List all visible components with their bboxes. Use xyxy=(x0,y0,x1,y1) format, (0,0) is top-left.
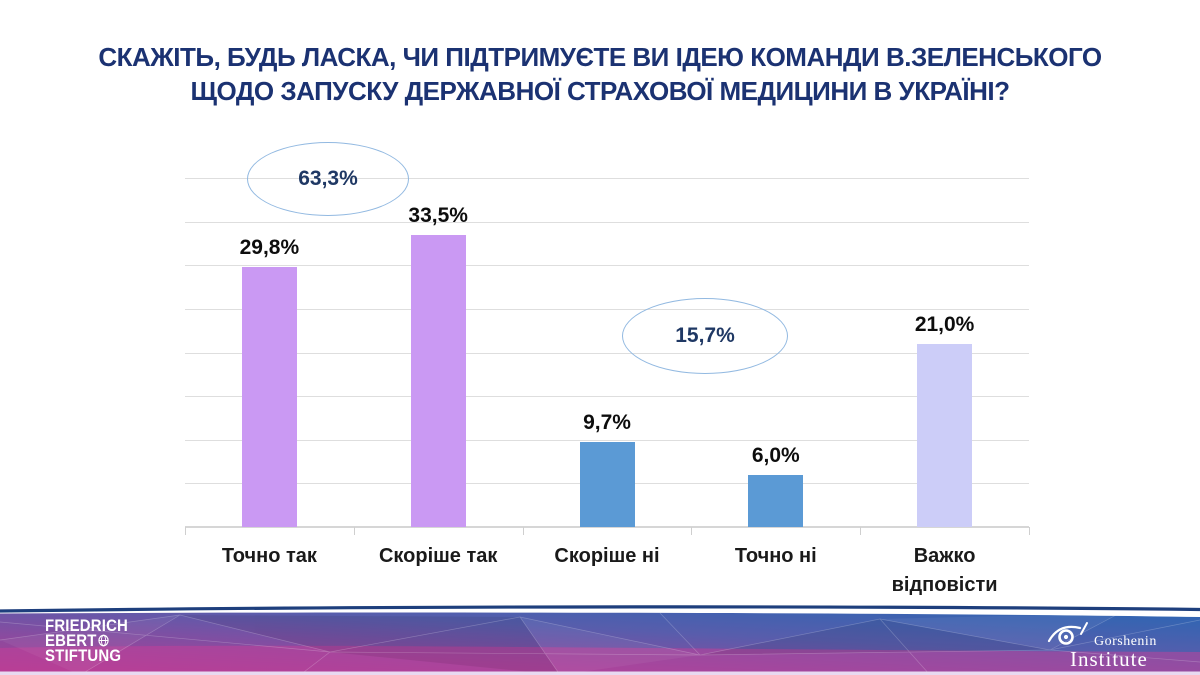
gridline xyxy=(185,265,1029,267)
x-axis-tick xyxy=(353,527,355,535)
x-axis-tick xyxy=(691,527,693,535)
gorshenin-logo-name: Gorshenin xyxy=(1094,634,1157,649)
bar-4 xyxy=(748,474,804,527)
gorshenin-institute-logo: Gorshenin Institute xyxy=(1046,618,1176,671)
category-label: Точно ні xyxy=(734,545,817,567)
bar-value-label: 21,0% xyxy=(914,312,975,336)
chart-title: СКАЖІТЬ, БУДЬ ЛАСКА, ЧИ ПІДТРИМУЄТЕ ВИ І… xyxy=(40,40,1160,109)
category-label: Скоріше ні xyxy=(554,545,660,567)
gorshenin-eye-icon xyxy=(1047,622,1088,645)
annotation-text: 63,3% xyxy=(298,167,358,190)
gorshenin-logo-subtitle: Institute xyxy=(1070,647,1148,671)
gridline xyxy=(185,178,1029,179)
x-axis-tick xyxy=(185,527,186,535)
fes-logo-text-ebert: EBERT xyxy=(45,631,97,650)
bar-1 xyxy=(241,266,297,527)
annotation-ellipse: 15,7% xyxy=(622,298,788,374)
category-label: Важко відповісти xyxy=(891,545,998,596)
gridline xyxy=(185,352,1029,354)
annotation-ellipse: 63,3% xyxy=(247,142,409,216)
category-label: Точно так xyxy=(221,545,317,567)
bar-value-label: 9,7% xyxy=(583,411,631,435)
chart-title-line2: ЩОДО ЗАПУСКУ ДЕРЖАВНОЇ СТРАХОВОЇ МЕДИЦИН… xyxy=(190,76,1010,107)
fes-logo-text-friedrich: FRIEDRICH xyxy=(45,616,129,635)
x-axis-line xyxy=(185,526,1029,528)
fes-globe-icon xyxy=(98,634,109,647)
fes-logo-line3: STIFTUNG xyxy=(45,646,128,665)
bar-value-label: 6,0% xyxy=(751,443,800,467)
bar-value-label: 33,5% xyxy=(408,203,468,227)
x-axis-tick xyxy=(860,527,862,535)
gridline xyxy=(185,221,1029,223)
bar-2 xyxy=(410,234,466,527)
footer-background-graphic xyxy=(0,605,1200,675)
footer-band: FRIEDRICH EBERT STIFTUNG G xyxy=(0,600,1200,675)
annotation-text: 15,7% xyxy=(675,324,735,347)
bar-value-label: 29,8% xyxy=(239,235,300,259)
gridline xyxy=(185,308,1029,310)
bar-5 xyxy=(917,343,973,527)
bar-3 xyxy=(579,442,635,527)
fes-logo-line2: EBERT xyxy=(45,631,128,650)
x-axis-tick xyxy=(522,527,524,535)
x-axis-tick xyxy=(1029,527,1030,535)
friedrich-ebert-stiftung-logo: FRIEDRICH EBERT STIFTUNG xyxy=(45,616,129,665)
category-label: Скоріше так xyxy=(378,545,498,567)
fes-logo-text-stiftung: STIFTUNG xyxy=(45,646,122,665)
chart-title-line1: СКАЖІТЬ, БУДЬ ЛАСКА, ЧИ ПІДТРИМУЄТЕ ВИ І… xyxy=(98,42,1102,72)
gridline xyxy=(185,439,1029,441)
fes-logo-line1: FRIEDRICH xyxy=(45,616,129,635)
gridline xyxy=(185,396,1029,398)
